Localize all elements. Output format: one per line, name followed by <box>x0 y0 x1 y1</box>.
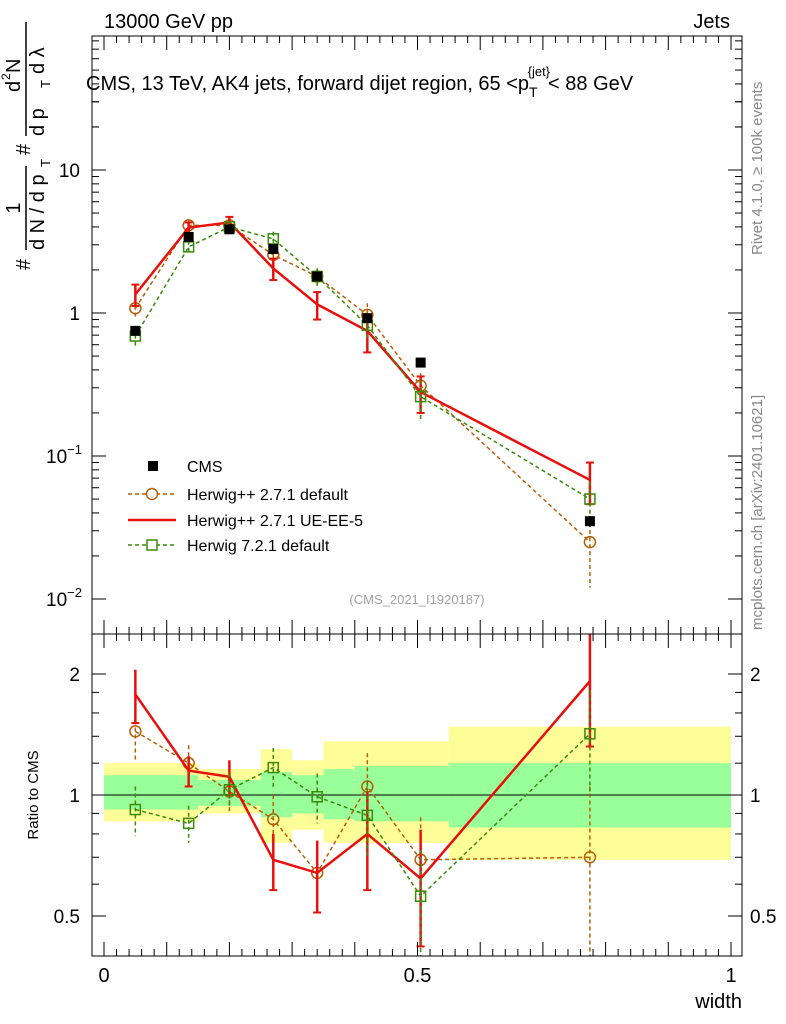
analysis-id: (CMS_2021_I1920187) <box>349 592 484 607</box>
ratio-series <box>129 634 597 956</box>
upper-series <box>129 215 597 588</box>
series-line <box>134 221 591 482</box>
ratio-point <box>584 728 596 740</box>
green-band <box>323 769 355 820</box>
ratio-line <box>134 680 591 881</box>
ratio-line <box>134 730 590 875</box>
ratio-y-tick-label-right-0: 2 <box>750 665 761 686</box>
ratio-point <box>267 761 280 774</box>
data-point <box>584 493 596 505</box>
ylabel-N: N <box>3 59 25 73</box>
ratio-point <box>583 851 597 864</box>
mcplots-label: mcplots.cern.ch [arXiv:2401.10621] <box>749 395 766 630</box>
upper-plot: 10 1 10−1 10−2 CMS, 13 TeV, AK4 jets, forwa… <box>0 22 743 635</box>
green-band <box>166 775 199 810</box>
ylabel-dlam: d λ <box>27 47 49 74</box>
ratio-plot: 2 2 1 1 0.5 0.5 0 0.5 1 Ratio to CMS width <box>25 633 776 1013</box>
ratio-y-tick-label-left-0: 2 <box>69 665 80 686</box>
upper-axis-ticks: 10 1 10−1 10−2 <box>46 36 742 634</box>
ratio-axis-ticks: 2 2 1 1 0.5 0.5 0 0.5 1 <box>54 634 776 987</box>
data-point <box>362 313 373 324</box>
ratio-line <box>135 733 591 898</box>
data-point <box>267 233 280 245</box>
ylabel-dN: d N / d p <box>27 174 49 250</box>
legend-entry-herwigpp-default: Herwig++ 2.7.1 default <box>128 487 349 504</box>
data-point <box>312 271 323 282</box>
data-point <box>130 325 141 336</box>
ylabel-sq: 2 <box>0 73 13 80</box>
y-tick-label-3: 10−2 <box>46 585 82 611</box>
ratio-y-tick-label-right-2: 0.5 <box>750 907 776 928</box>
data-point <box>415 357 426 368</box>
series-line <box>134 224 591 543</box>
data-point <box>224 224 235 235</box>
y-tick-label-1: 1 <box>69 304 80 325</box>
x-tick-label-0: 0 <box>98 965 109 987</box>
ylabel-d2: d <box>3 81 25 92</box>
ratio-y-tick-label-right-1: 1 <box>750 786 761 807</box>
data-point <box>414 390 427 403</box>
x-tick-label-1: 0.5 <box>404 965 432 987</box>
ratio-point <box>182 817 195 830</box>
ylabel-T2: T <box>38 80 53 88</box>
x-axis-label: width <box>694 991 742 1013</box>
ratio-point <box>223 784 236 796</box>
chart-title-main: CMS, 13 TeV, AK4 jets, forward dijet reg… <box>86 73 529 95</box>
ratio-y-tick-label-left-1: 1 <box>69 786 80 807</box>
legend: CMS Herwig++ 2.7.1 default Herwig++ 2.7.… <box>128 459 363 555</box>
green-band <box>292 775 324 814</box>
ratio-point <box>361 809 374 822</box>
chart-title-sub: T <box>529 84 538 100</box>
legend-label-cms: CMS <box>187 459 223 476</box>
rivet-label: Rivet 4.1.0, ≥ 100k events <box>749 82 766 255</box>
x-tick-label-2: 1 <box>725 965 736 987</box>
ratio-bands <box>104 726 731 860</box>
legend-marker-herwigpp-default <box>145 487 159 501</box>
ylabel-T1: T <box>38 159 53 167</box>
legend-label-herwig7: Herwig 7.2.1 default <box>187 538 330 555</box>
ratio-series-2 <box>129 690 596 956</box>
legend-entry-herwig7: Herwig 7.2.1 default <box>128 538 330 555</box>
data-point <box>183 231 194 242</box>
ratio-ylabel: Ratio to CMS <box>25 750 42 839</box>
ylabel-hash-1: # <box>13 258 35 270</box>
chart-title: CMS, 13 TeV, AK4 jets, forward dijet reg… <box>86 64 634 100</box>
ratio-point <box>414 890 427 902</box>
series-1 <box>129 219 597 588</box>
legend-label-herwigpp-ueee5: Herwig++ 2.7.1 UE-EE-5 <box>187 513 363 530</box>
ratio-point <box>129 725 142 738</box>
ratio-point <box>311 791 323 803</box>
series-0 <box>130 224 595 527</box>
legend-entry-cms: CMS <box>148 459 223 476</box>
chart-title-tail: < 88 GeV <box>548 73 634 95</box>
data-point <box>268 244 279 255</box>
legend-label-herwigpp-default: Herwig++ 2.7.1 default <box>187 487 349 504</box>
series-3 <box>129 220 596 523</box>
y-tick-label-0: 10 <box>59 161 80 182</box>
ylabel-one: 1 <box>3 202 25 213</box>
legend-marker-herwig7 <box>146 539 158 551</box>
data-point <box>584 516 595 527</box>
legend-entry-herwigpp-ueee5: Herwig++ 2.7.1 UE-EE-5 <box>128 513 363 530</box>
energy-label: 13000 GeV pp <box>104 11 233 33</box>
data-point <box>583 535 597 549</box>
y-tick-label-2: 10−1 <box>46 442 82 468</box>
ratio-y-tick-label-left-2: 0.5 <box>54 907 80 928</box>
ylabel-hash-2: # <box>13 143 35 155</box>
green-band <box>354 766 449 822</box>
ratio-point <box>267 813 280 826</box>
chart-title-sup: {jet} <box>528 64 551 79</box>
category-label: Jets <box>693 11 730 33</box>
legend-marker-cms <box>148 461 158 471</box>
ratio-point <box>129 803 142 816</box>
ylabel-dpT: d p <box>27 108 49 136</box>
upper-ylabel: # 1 d N / d p T # d 2 N d p T d λ <box>0 22 53 270</box>
